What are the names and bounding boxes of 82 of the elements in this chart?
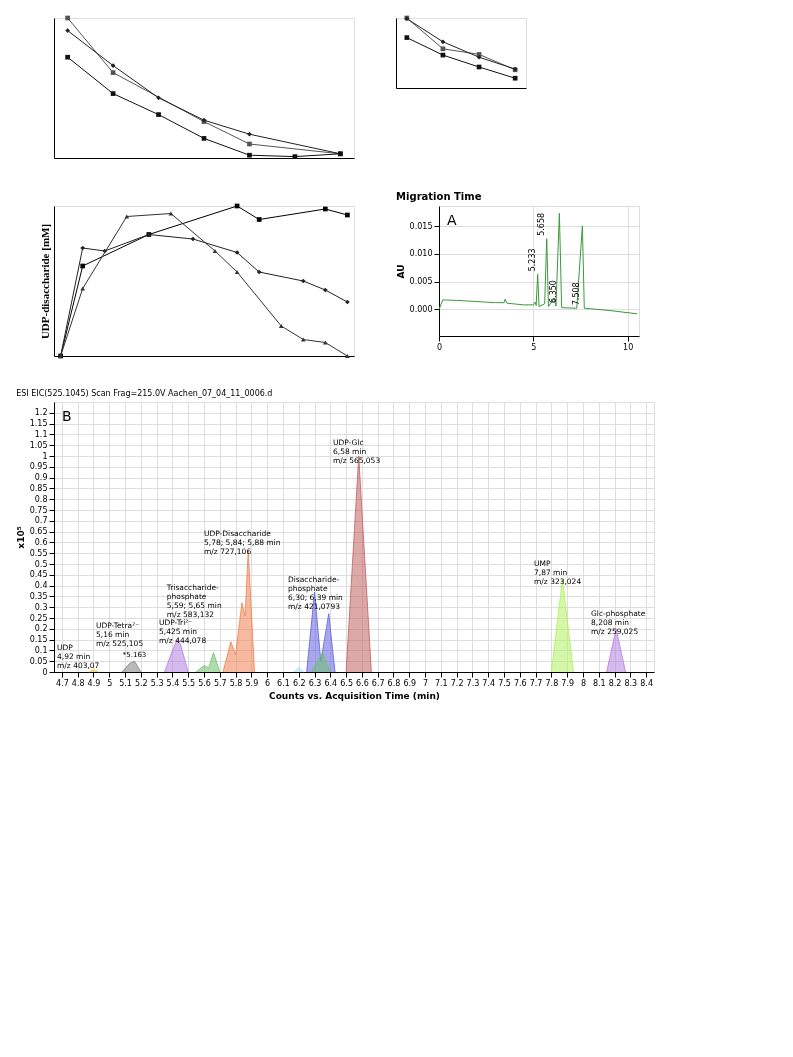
x-tick-label: 7.7 [529, 678, 543, 688]
y-tick-label: 0.45 [29, 570, 48, 580]
y-tick-label: 0.8 [34, 494, 48, 504]
x-tick-label: 7.8 [545, 678, 559, 688]
y-tick-label: 0.6 [34, 537, 48, 547]
x-tick-label: 5.9 [245, 678, 259, 688]
x-tick-label: 6.2 [292, 678, 306, 688]
x-tick-label: 8.2 [608, 678, 622, 688]
y-tick-label: 0.1 [34, 645, 48, 655]
y-tick-label: 0.65 [29, 527, 48, 537]
x-tick-label: 5.7 [213, 678, 227, 688]
x-tick-label: 4.8 [71, 678, 85, 688]
x-tick-label: 6.4 [324, 678, 338, 688]
x-tick-label: 7 [423, 678, 429, 688]
x-tick-label: 5.6 [198, 678, 211, 688]
annotation: 7.508 [572, 282, 582, 306]
y-tick-label: 0.7 [34, 516, 48, 526]
annotation: 5.233 [527, 248, 537, 272]
y-tick-label: 0.2 [34, 624, 48, 634]
x-tick-label: 5 [531, 342, 537, 352]
y-tick-label: 0.5 [34, 559, 48, 569]
x-tick-label: 6.9 [403, 678, 417, 688]
y-tick-label: 1 [42, 451, 48, 461]
x-tick-label: 7.2 [450, 678, 464, 688]
x-tick-label: 8.4 [640, 678, 653, 688]
x-tick-label: 0 [436, 342, 443, 352]
x-tick-label: 10 [623, 342, 634, 352]
y-tick-label: 0.015 [409, 221, 433, 231]
chart-title: Migration Time [396, 191, 482, 202]
annotation: 5.658 [536, 212, 546, 236]
x-tick-label: 7.6 [513, 678, 527, 688]
x-tick-label: 8.1 [592, 678, 606, 688]
x-tick-label: 7.1 [434, 678, 448, 688]
y-axis-title: AU [395, 264, 406, 279]
y-tick-label: 0.75 [29, 505, 48, 515]
y-tick-label: 0.85 [29, 483, 48, 493]
annotation: B [62, 408, 72, 424]
x-tick-label: 4.9 [87, 678, 101, 688]
y-tick-label: 0.15 [29, 635, 48, 645]
x-tick-label: 6.5 [340, 678, 353, 688]
x-axis-title: Counts vs. Acquisition Time (min) [269, 690, 440, 701]
x-tick-label: 6.3 [308, 678, 322, 688]
x-tick-label: 4.7 [56, 678, 69, 688]
y-tick-label: 0.4 [34, 581, 48, 591]
y-tick-label: 0.010 [409, 249, 433, 259]
x-tick-label: 6.8 [387, 678, 401, 688]
y-tick-label: 0.9 [34, 473, 48, 483]
y-tick-label: 1.05 [29, 440, 48, 450]
y-tick-label: 0.95 [29, 462, 48, 472]
x-tick-label: 7.5 [498, 678, 511, 688]
x-tick-label: 5.4 [166, 678, 180, 688]
x-tick-label: 5.2 [134, 678, 148, 688]
y-tick-label: 0 [42, 667, 48, 677]
y-tick-label: 1.15 [29, 419, 48, 429]
y-tick-label: 1.2 [34, 408, 48, 418]
y-axis-title: UDP-disaccharide [mM] [38, 223, 51, 340]
x-tick-label: 7.9 [561, 678, 575, 688]
x-tick-label: 5.1 [119, 678, 132, 688]
x-tick-label: 8.3 [624, 678, 638, 688]
annotation: A [447, 212, 457, 228]
x-tick-label: 5.5 [182, 678, 196, 688]
x-tick-label: 5.8 [229, 678, 243, 688]
x-tick-label: 6.1 [277, 678, 290, 688]
y-tick-label: 0.05 [29, 656, 48, 666]
x-tick-label: 5 [107, 678, 113, 688]
chart-subtitle: ESI EIC(525.1045) Scan Frag=215.0V Aachen_07_04_11_0006.d [16, 389, 273, 398]
y-tick-label: 0.55 [29, 548, 48, 558]
x-tick-label: 6 [265, 678, 271, 688]
x-tick-label: 7.3 [466, 678, 480, 688]
x-tick-label: 8 [580, 678, 586, 688]
y-axis-title: x10⁵ [15, 526, 26, 549]
x-tick-label: 6.6 [356, 678, 369, 688]
x-tick-label: 5.3 [150, 678, 164, 688]
annotation: 6.350 [549, 280, 559, 303]
y-tick-label: 0.25 [29, 613, 48, 623]
y-tick-label: 0.000 [409, 304, 433, 314]
y-tick-label: 0.35 [29, 591, 48, 601]
x-tick-label: 6.7 [371, 678, 385, 688]
y-tick-label: 1.1 [34, 429, 48, 439]
y-tick-label: 0.005 [409, 277, 433, 287]
x-tick-label: 7.4 [482, 678, 496, 688]
y-tick-label: 0.3 [34, 602, 48, 612]
